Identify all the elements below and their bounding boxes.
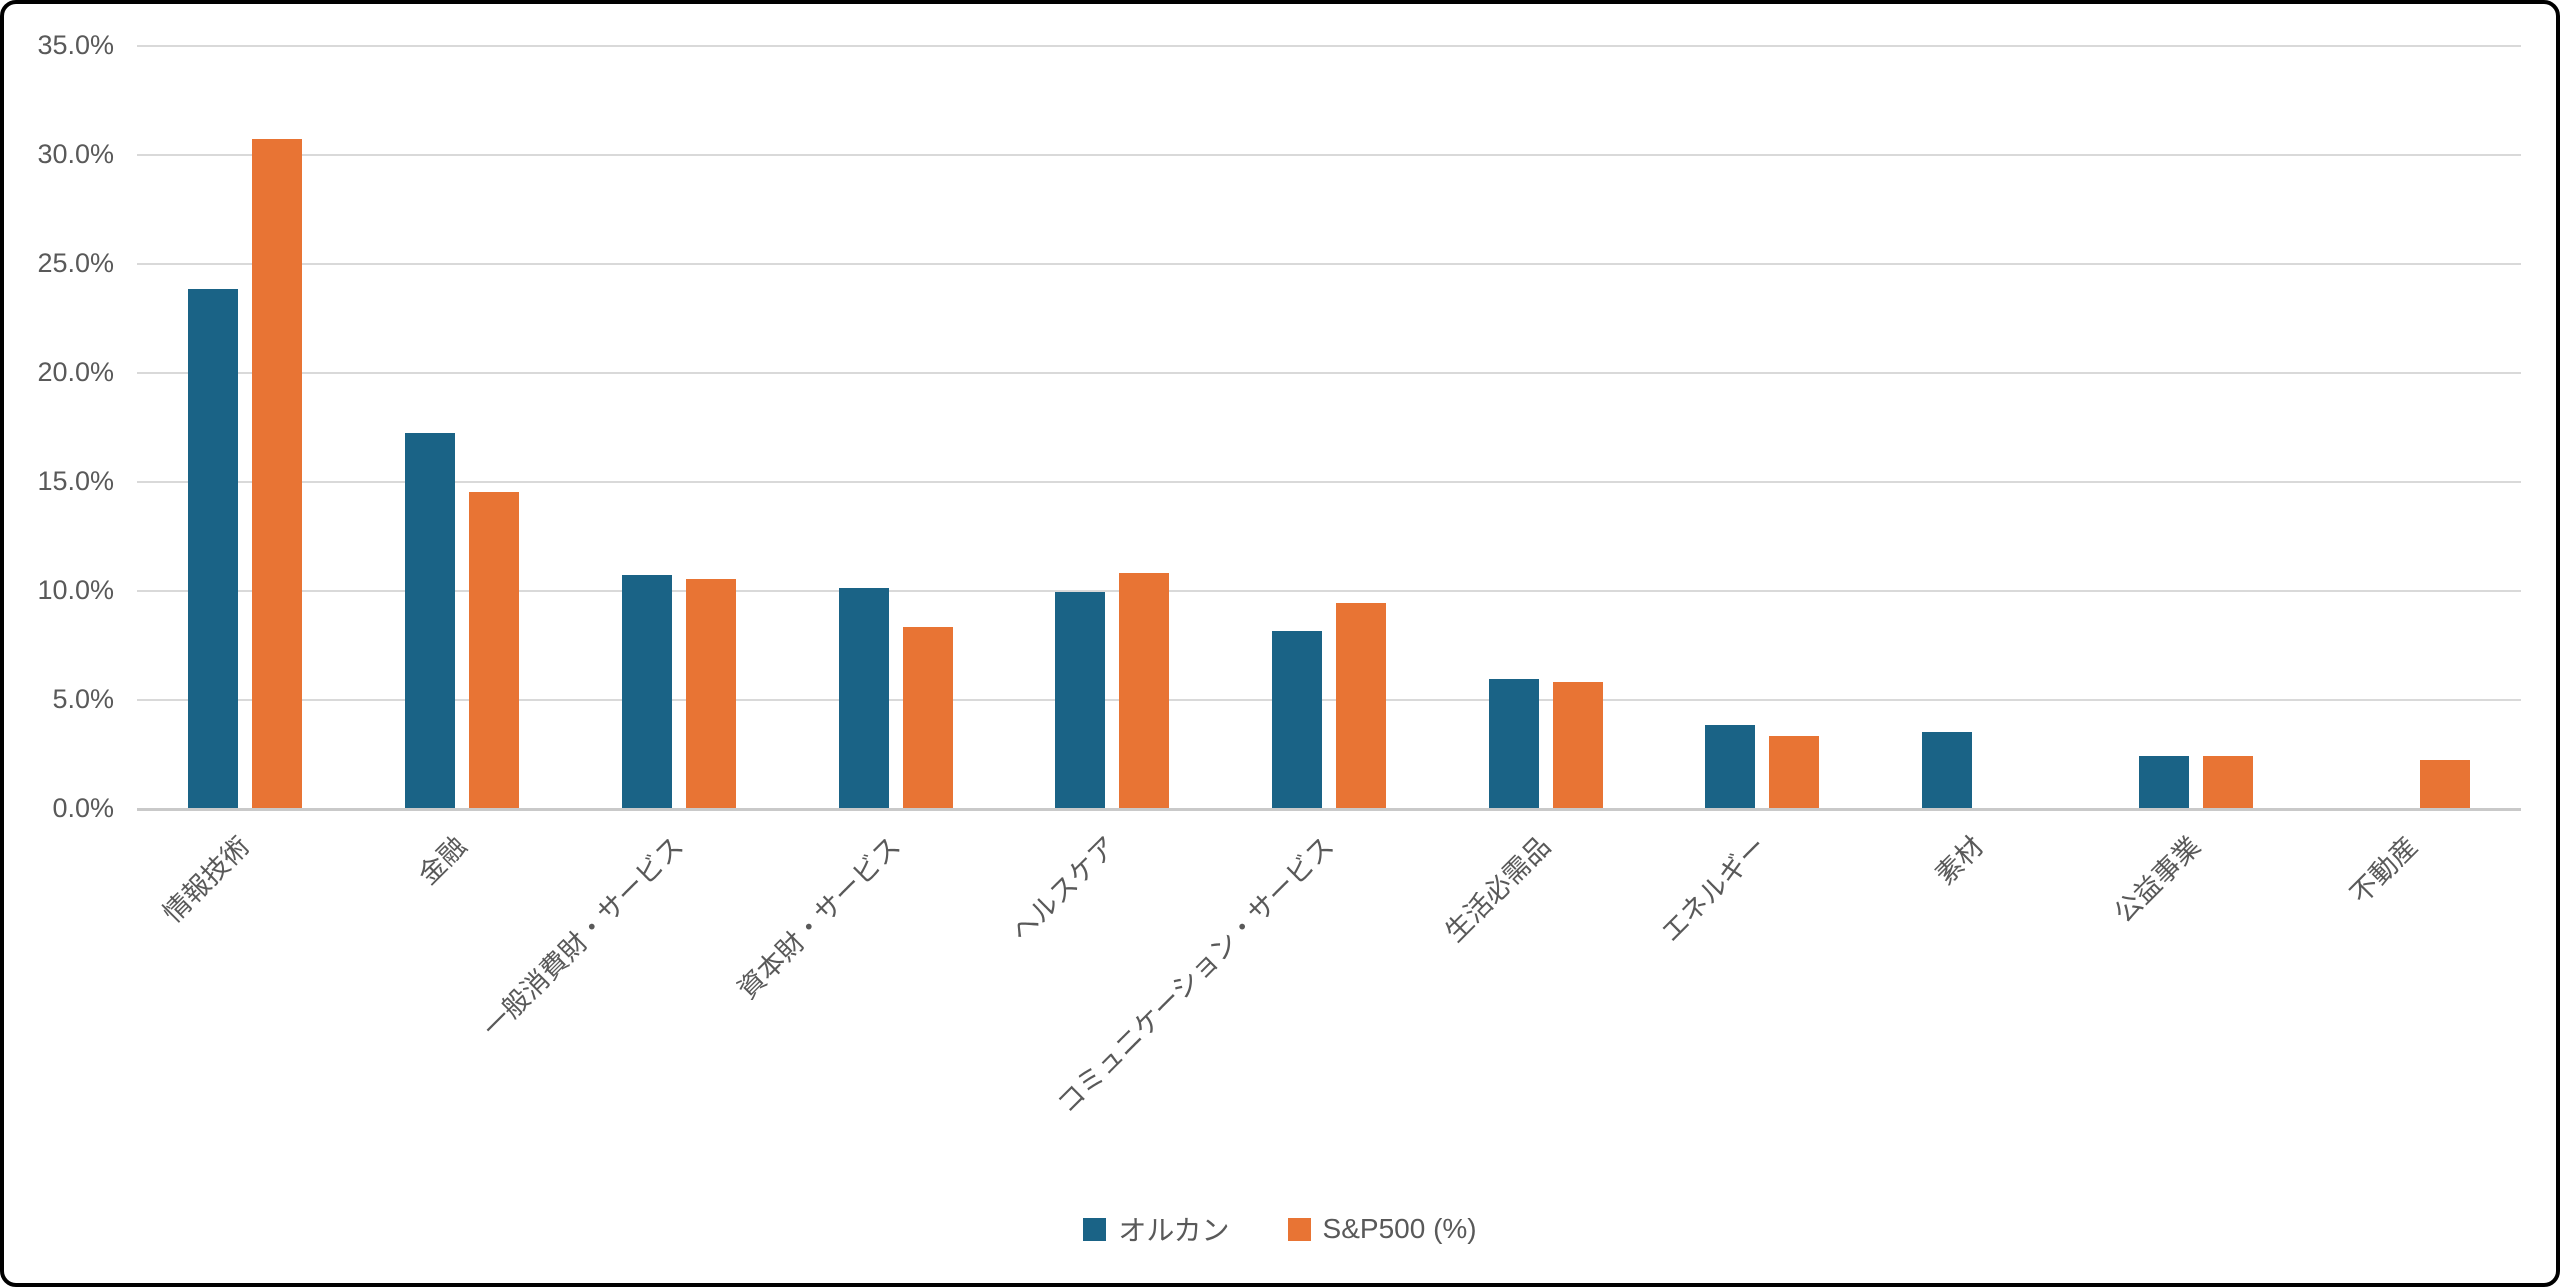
bar-sp500 [902, 627, 953, 808]
y-tick-label: 0.0% [52, 793, 114, 823]
y-tick-label: 35.0% [37, 30, 114, 60]
x-category-label: 情報技術 [157, 830, 256, 929]
bar-sp500 [685, 579, 736, 808]
x-category-label: 資本財・サービス [731, 830, 906, 1005]
legend-swatch-orukan [1083, 1217, 1107, 1241]
bar-sp500 [1769, 736, 1820, 808]
x-category-label: 金融 [412, 830, 473, 891]
bar-orukan [1272, 631, 1322, 808]
x-axis-line [137, 808, 2521, 811]
bar-sp500 [252, 139, 303, 808]
bar-orukan [188, 289, 239, 808]
y-tick-label: 15.0% [37, 466, 114, 496]
x-category-label: 一般消費財・サービス [476, 830, 689, 1044]
bar-sp500 [2419, 760, 2470, 808]
bar-orukan [621, 575, 672, 808]
gridline [137, 154, 2521, 156]
bar-sp500 [1119, 573, 1170, 808]
gridline [137, 263, 2521, 265]
x-category-label: 生活必需品 [1439, 830, 1556, 948]
gridline [137, 590, 2521, 592]
bar-orukan [1922, 732, 1973, 808]
x-category-label: 不動産 [2344, 830, 2423, 910]
gridline [137, 45, 2521, 47]
y-tick-label: 30.0% [37, 139, 114, 169]
gridline [137, 699, 2521, 701]
legend-item-orukan: オルカン [1083, 1209, 1230, 1249]
bar-orukan [1055, 592, 1106, 808]
y-tick-label: 5.0% [52, 684, 114, 714]
bar-sp500 [469, 492, 520, 808]
gridline [137, 372, 2521, 374]
bar-orukan [2138, 756, 2189, 808]
legend: オルカン S&P500 (%) [4, 1209, 2556, 1249]
plot-area [137, 45, 2521, 811]
bar-sp500 [2202, 756, 2253, 808]
bar-orukan [1705, 725, 1756, 808]
bar-sp500 [1336, 603, 1386, 808]
x-category-label: ヘルスケア [1005, 830, 1123, 948]
bar-orukan [1488, 679, 1539, 808]
bar-orukan [838, 588, 889, 808]
legend-swatch-sp500 [1287, 1217, 1311, 1241]
x-category-label: 公益事業 [2108, 830, 2207, 929]
y-tick-label: 10.0% [37, 575, 114, 605]
bar-sp500 [1552, 682, 1603, 808]
bar-orukan [405, 433, 456, 808]
y-tick-label: 25.0% [37, 248, 114, 278]
y-tick-label: 20.0% [37, 357, 114, 387]
x-category-label: エネルギー [1655, 830, 1773, 948]
legend-item-sp500: S&P500 (%) [1287, 1213, 1477, 1245]
legend-label-sp500: S&P500 (%) [1322, 1213, 1477, 1244]
gridline [137, 481, 2521, 483]
legend-label-orukan: オルカン [1118, 1215, 1230, 1246]
x-category-label: 素材 [1929, 830, 1990, 891]
